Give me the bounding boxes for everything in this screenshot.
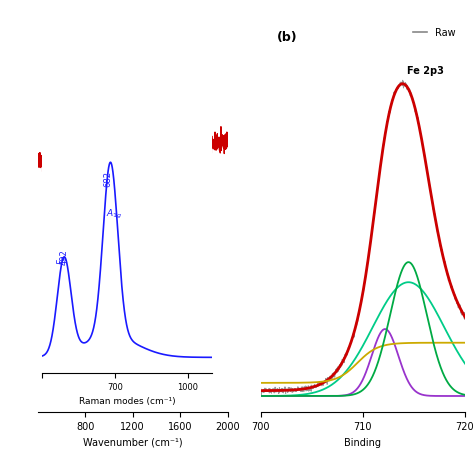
Text: Fe 2p3: Fe 2p3 (408, 66, 444, 76)
X-axis label: Binding: Binding (344, 438, 381, 447)
Legend: Raw: Raw (409, 24, 460, 42)
Text: (b): (b) (277, 31, 298, 44)
X-axis label: Wavenumber (cm⁻¹): Wavenumber (cm⁻¹) (83, 438, 182, 447)
